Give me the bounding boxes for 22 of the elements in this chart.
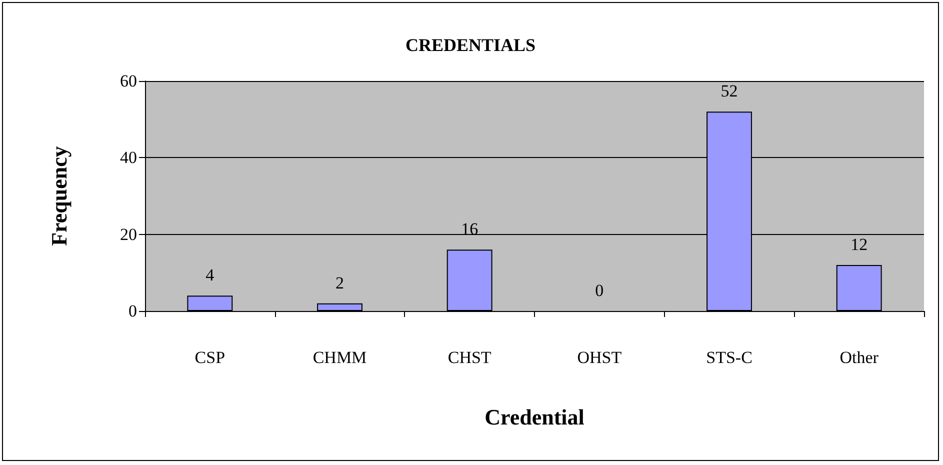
y-tick-label: 20: [120, 224, 137, 244]
y-tick-label: 60: [120, 72, 137, 90]
bar: [187, 296, 233, 311]
data-label: 4: [206, 266, 215, 285]
x-axis-title: Credential: [484, 404, 584, 430]
x-tick-label: STS-C: [706, 348, 752, 367]
data-label: 0: [595, 281, 604, 300]
x-tick-label: CSP: [194, 348, 226, 367]
x-tick-label: OHST: [577, 348, 622, 367]
data-label: 12: [850, 235, 868, 254]
data-label: 52: [720, 82, 738, 101]
y-tick-label: 0: [128, 302, 137, 320]
bar: [836, 265, 882, 311]
x-tick-label: Other: [840, 348, 879, 367]
data-label: 2: [336, 273, 344, 292]
bar: [446, 250, 492, 311]
chart-title: CREDENTIALS: [405, 35, 536, 55]
y-axis-title: Frequency: [46, 146, 72, 246]
y-tick-label: 40: [120, 148, 137, 168]
x-tick-label: CHMM: [312, 348, 367, 367]
bar: [317, 303, 362, 311]
x-tick-label: CHST: [448, 348, 492, 367]
